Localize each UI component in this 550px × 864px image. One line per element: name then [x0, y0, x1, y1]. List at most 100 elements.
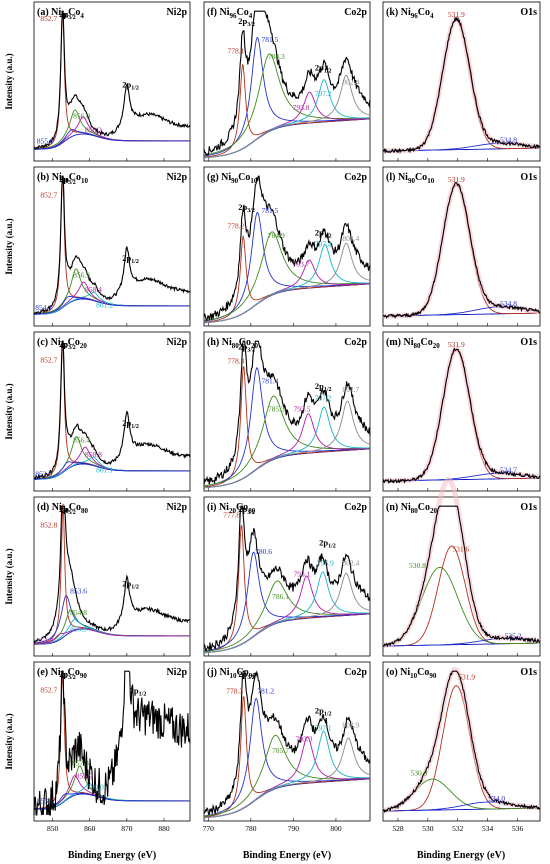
- orbital-sub: 1/2: [324, 711, 332, 717]
- peak-value-label: 852.8: [40, 520, 57, 529]
- peak-value-label: 858.4: [85, 285, 102, 294]
- component-peak-4: [34, 792, 190, 810]
- peak-value-label: 534.7: [500, 465, 517, 474]
- raw-spectrum: [203, 505, 371, 651]
- orbital-sub: 1/2: [131, 259, 139, 265]
- panel-title-sub1: 80: [411, 507, 419, 515]
- panel-title: (e) Ni10Co90: [37, 667, 87, 680]
- panel-title: (a) Ni96Co4: [37, 7, 84, 20]
- orbital-label: 2p3/2: [59, 9, 76, 21]
- panel-n: (n) Ni80Co20 O1s 531.6 530.8 535.2: [382, 477, 541, 657]
- peak-value-label: 853.9: [35, 470, 52, 479]
- raw-spectrum: [203, 175, 371, 321]
- orbital-label: 2p1/2: [315, 227, 332, 239]
- panel-c: (c) Ni80Co20 Ni2p 852.7 856.4 858.8 861.1 853.…: [33, 331, 191, 492]
- orbital-sub: 3/2: [68, 510, 76, 516]
- orbital-sub: 3/2: [247, 510, 255, 516]
- x-tick-label: 530: [422, 824, 434, 833]
- orbital-label: 2p3/2: [238, 342, 255, 354]
- panel-title-mid: Co: [239, 337, 251, 348]
- region-label: Ni2p: [166, 337, 187, 348]
- orbital-label: 2p3/2: [59, 504, 76, 516]
- panel-title-prefix: (i) Ni: [207, 502, 229, 513]
- panel-title-mid: Co: [68, 667, 80, 678]
- orbital-label: 2p3/2: [238, 669, 255, 681]
- orbital-main: 2p: [238, 16, 247, 26]
- peak-value-label: 781.4: [262, 376, 279, 385]
- orbital-main: 2p: [315, 227, 324, 237]
- panel-title-prefix: (m) Ni: [386, 337, 414, 348]
- peak-value-label: 531.9: [458, 673, 475, 682]
- orbital-label: 2p1/2: [122, 579, 139, 591]
- orbital-label: 2p3/2: [238, 504, 255, 516]
- peak-value-label: 861.2: [96, 300, 113, 309]
- panel-title-mid: Co: [69, 172, 81, 183]
- orbital-label: 2p3/2: [59, 669, 76, 681]
- orbital-label: 2p3/2: [238, 202, 255, 214]
- component-peak-4: [34, 461, 190, 480]
- panel-title-prefix: (n) Ni: [386, 502, 411, 513]
- orbital-sub: 1/2: [324, 233, 332, 239]
- component-peak-5: [203, 737, 371, 819]
- peak-value-label: 786.1: [272, 592, 289, 601]
- panel-frame: [203, 1, 371, 162]
- region-label: Ni2p: [166, 172, 187, 183]
- raw-spectrum: [203, 340, 371, 486]
- region-label: Ni2p: [166, 7, 187, 18]
- panel-d: (d) Ni20Co80 Ni2p 852.8 853.6 854.8 855.9 851.…: [33, 496, 191, 657]
- orbital-sub: 1/2: [131, 424, 139, 430]
- panel-title: (l) Ni90Co10: [386, 172, 435, 185]
- orbital-sub: 3/2: [247, 208, 255, 214]
- component-peak-5: [203, 242, 371, 324]
- peak-value-label: 854.1: [35, 303, 52, 312]
- panel-title-sub2: 20: [433, 342, 441, 350]
- x-tick-label: 880: [158, 824, 170, 833]
- panel-title: (f) Ni96Co4: [207, 7, 253, 20]
- peak-value-label: 778.1: [227, 46, 244, 55]
- panel-title-sub1: 10: [61, 672, 69, 680]
- orbital-main: 2p: [315, 62, 324, 72]
- region-label: O1s: [520, 667, 537, 678]
- peak-value-label: 860.0: [87, 783, 104, 792]
- orbital-main: 2p: [59, 174, 68, 184]
- x-axis-label-col2: Binding Energy (eV): [243, 850, 331, 861]
- x-tick-label: 534: [482, 824, 494, 833]
- region-label: O1s: [520, 172, 537, 183]
- orbital-label: 2p1/2: [130, 686, 147, 698]
- panel-title-mid: Co: [237, 7, 249, 18]
- panel-title-mid: Co: [418, 7, 430, 18]
- peak-value-label: 856.4: [73, 436, 90, 445]
- panel-title-mid: Co: [68, 337, 80, 348]
- orbital-label: 2p3/2: [238, 16, 255, 28]
- x-tick-label: 860: [84, 824, 96, 833]
- peak-value-label: 784.3: [268, 52, 285, 61]
- panel-title-sub2: 4: [430, 12, 434, 20]
- panel-title-prefix: (o) Ni: [386, 667, 410, 678]
- panel-title-prefix: (h) Ni: [207, 337, 232, 348]
- panel-title-mid: Co: [415, 172, 427, 183]
- peak-value-label: 852.7: [40, 685, 57, 694]
- peak-value-label: 854.8: [70, 608, 87, 617]
- panel-title-sub1: 20: [229, 507, 237, 515]
- peak-value-label: 856.3: [73, 271, 90, 280]
- panel-o: 528 530 532 534 536 (o) Ni10Co90 O1s 531.9 530.3…: [382, 661, 541, 833]
- peak-value-label: 855.0: [37, 137, 54, 146]
- panel-title-prefix: (b) Ni: [37, 172, 62, 183]
- orbital-main: 2p: [59, 339, 68, 349]
- orbital-sub: 3/2: [68, 180, 76, 186]
- peak-value-label: 852.7: [40, 14, 57, 23]
- orbital-main: 2p: [122, 79, 131, 89]
- peak-value-label: 853.1: [37, 797, 54, 806]
- orbital-main: 2p: [59, 9, 68, 19]
- peak-value-label: 778.3: [227, 357, 244, 366]
- panel-title-prefix: (k) Ni: [386, 7, 411, 18]
- panel-title-sub1: 96: [230, 12, 238, 20]
- orbital-sub: 1/2: [131, 585, 139, 591]
- peak-value-label: 784.9: [268, 231, 285, 240]
- panel-title-sub2: 10: [81, 177, 89, 185]
- peak-value-label: 853.6: [70, 587, 87, 596]
- panel-title: (j) Ni10Co90: [207, 667, 256, 680]
- orbital-main: 2p: [59, 669, 68, 679]
- orbital-main: 2p: [238, 504, 247, 514]
